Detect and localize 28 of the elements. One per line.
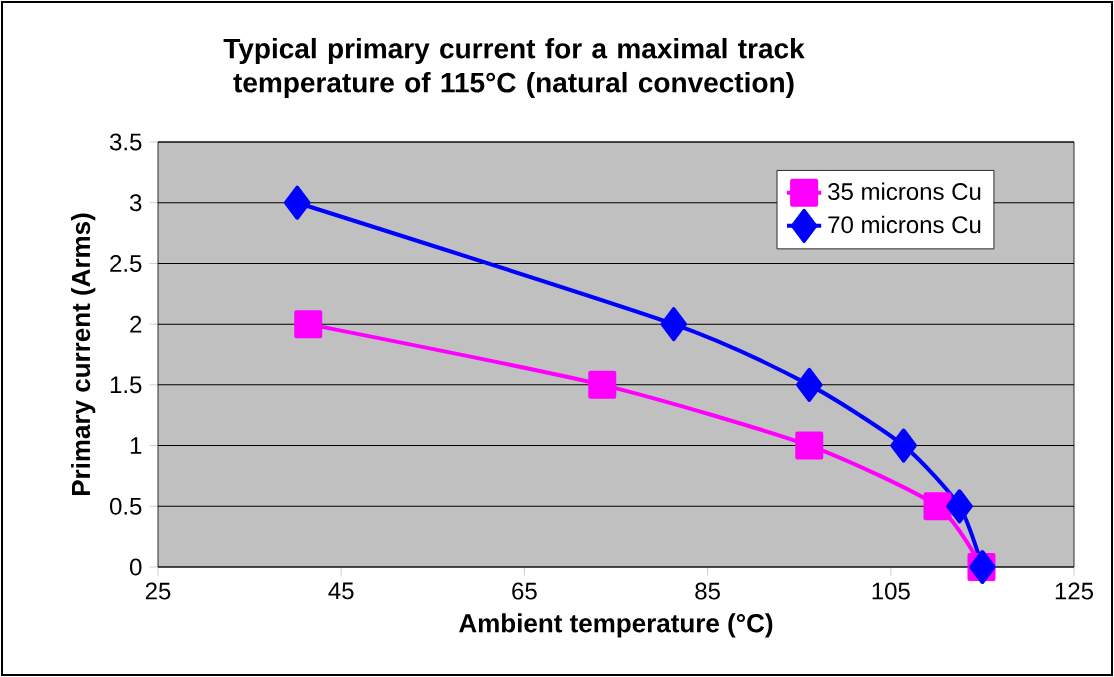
legend-label: 70 microns Cu [828,215,981,234]
legend-label: 35 microns Cu [828,182,981,201]
y-tick-label: 1 [130,437,142,454]
x-tick-label: 105 [872,582,910,600]
x-tick-label: 25 [145,582,171,600]
point [660,307,687,342]
x-tick-label: 65 [512,582,537,600]
point [946,489,973,524]
x-axis-title: Ambient temperature (°C) [459,613,773,638]
chart-title: Typical primary current for a maximal track temperature of 115°C (natural convection) [223,37,805,99]
y-tick-label: 0 [130,558,142,576]
x-tick-label: 45 [328,582,354,600]
point [795,431,824,460]
y-tick-label: 3.5 [109,133,142,151]
y-tick-label: 3 [129,194,142,212]
x-tick-label: 85 [695,582,720,600]
y-tick-label: 2.5 [110,254,142,272]
point [923,492,952,521]
point [588,370,617,399]
x-tick-label: 125 [1055,582,1093,600]
y-tick-label: 0.5 [109,497,142,515]
point [890,428,917,463]
y-axis-title: Primary current (Arms) [71,213,96,496]
y-tick-label: 2 [130,315,142,333]
y-tick-label: 1.5 [110,376,142,394]
point [796,367,823,402]
point [283,185,311,220]
point [294,310,323,339]
